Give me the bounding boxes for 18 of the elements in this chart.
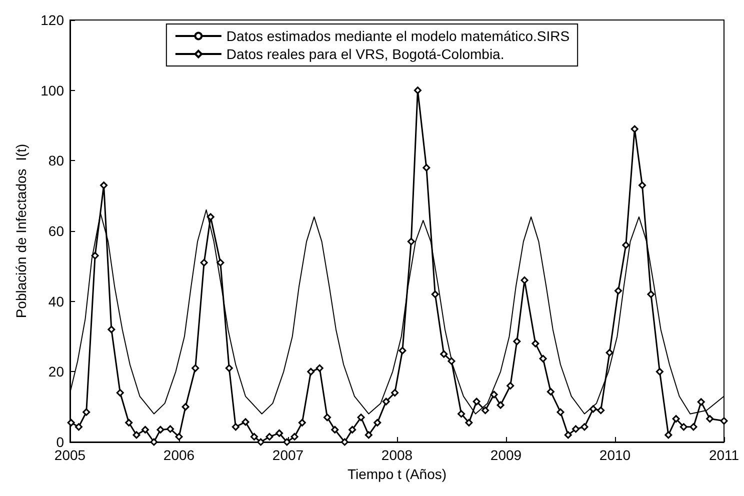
legend-label: Datos reales para el VRS, Bogotá-Colombia. — [226, 46, 504, 62]
y-axis-title: Población de Infectados I(t) — [13, 144, 29, 318]
x-axis-title: Tiempo t (Años) — [347, 466, 447, 482]
x-tick-label: 2011 — [708, 447, 740, 463]
y-tick-label: 100 — [40, 82, 64, 98]
x-tick-label: 2008 — [381, 447, 413, 463]
x-tick-label: 2007 — [272, 447, 304, 463]
x-tick-label: 2010 — [599, 447, 631, 463]
y-tick-label: 20 — [48, 364, 64, 380]
x-tick-label: 2005 — [54, 447, 86, 463]
y-tick-label: 120 — [40, 12, 64, 28]
y-tick-label: 40 — [48, 293, 64, 310]
y-tick-label: 80 — [48, 152, 64, 169]
legend-label: Datos estimados mediante el modelo matemático.SIRS — [226, 28, 570, 44]
y-tick-label: 60 — [48, 223, 64, 239]
x-tick-label: 2009 — [490, 447, 522, 463]
y-tick-label: 0 — [56, 434, 64, 450]
x-tick-label: 2006 — [163, 447, 195, 463]
